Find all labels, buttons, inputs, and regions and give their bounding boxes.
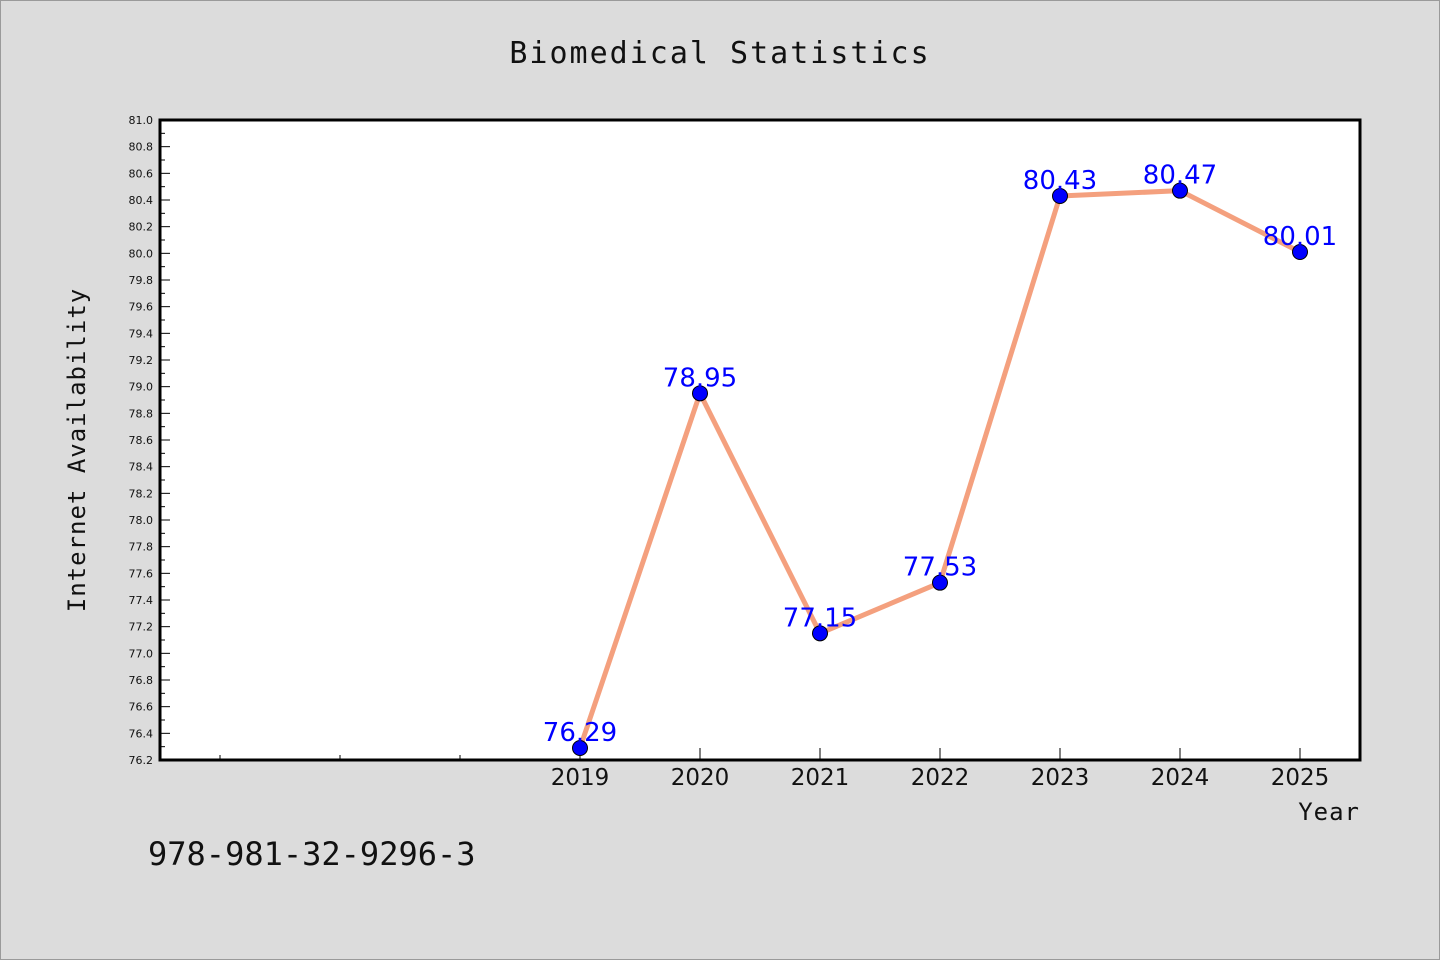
x-axis-label: Year (1298, 798, 1360, 826)
y-tick-label: 78.8 (129, 407, 154, 420)
y-tick-label: 77.6 (129, 567, 154, 580)
data-label: 80.43 (1023, 166, 1097, 196)
y-tick-label: 76.2 (129, 754, 154, 767)
y-tick-label: 78.2 (129, 487, 154, 500)
y-tick-label: 77.0 (129, 647, 154, 660)
x-tick-label: 2024 (1151, 765, 1210, 791)
plot-area (158, 118, 1362, 762)
x-tick-label: 2021 (791, 765, 850, 791)
y-tick-label: 79.2 (129, 354, 154, 367)
y-tick-label: 80.6 (129, 167, 154, 180)
series-layer: 76.29 78.95 77.15 77.53 80.43 80.47 80.01 (543, 161, 1337, 756)
data-label: 77.15 (783, 603, 857, 633)
y-tick-label: 80.0 (129, 247, 154, 260)
data-point (1292, 244, 1308, 260)
data-point (1052, 188, 1068, 204)
data-label: 78.95 (663, 363, 737, 393)
chart-title: Biomedical Statistics (509, 36, 930, 71)
data-label: 80.47 (1143, 161, 1217, 191)
x-tick-label: 2023 (1031, 765, 1090, 791)
y-tick-label: 79.4 (129, 327, 154, 340)
y-tick-label: 78.0 (129, 514, 154, 527)
y-tick-label: 77.8 (129, 541, 154, 554)
y-tick-label: 77.2 (129, 621, 154, 634)
y-tick-label: 79.6 (129, 301, 154, 314)
isbn-text: 978-981-32-9296-3 (148, 835, 476, 873)
y-axis-label: Internet Availability (63, 288, 91, 612)
data-label: 80.01 (1263, 222, 1337, 252)
y-tick-label: 76.8 (129, 674, 154, 687)
y-tick-label: 79.8 (129, 274, 154, 287)
data-point (932, 574, 948, 591)
x-tick-label: 2020 (671, 765, 730, 791)
x-axis: 2019 2020 2021 2022 2023 2024 2025 (219, 748, 1330, 791)
x-tick-label: 2019 (551, 765, 610, 791)
data-point (572, 740, 588, 756)
x-tick-label: 2022 (911, 765, 970, 791)
y-tick-label: 78.6 (129, 434, 154, 447)
x-tick-label: 2025 (1271, 765, 1330, 791)
data-point (692, 385, 708, 402)
data-point (812, 625, 828, 642)
y-tick-label: 80.2 (129, 221, 154, 234)
y-tick-label: 80.4 (129, 194, 154, 207)
y-tick-label: 76.6 (129, 701, 154, 714)
y-tick-label: 76.4 (129, 727, 154, 740)
data-label: 77.53 (903, 553, 977, 583)
y-tick-label: 77.4 (129, 594, 154, 607)
y-tick-label: 80.8 (129, 141, 154, 154)
y-tick-label: 78.4 (129, 461, 154, 474)
data-label: 76.29 (543, 718, 617, 748)
y-tick-label: 79.0 (129, 381, 154, 394)
y-axis: 76.2 76.4 76.6 76.8 77.0 77.2 77.4 77.6 77.8 78.0… (129, 114, 170, 767)
y-tick-label: 81.0 (129, 114, 154, 127)
data-point (1172, 182, 1188, 199)
